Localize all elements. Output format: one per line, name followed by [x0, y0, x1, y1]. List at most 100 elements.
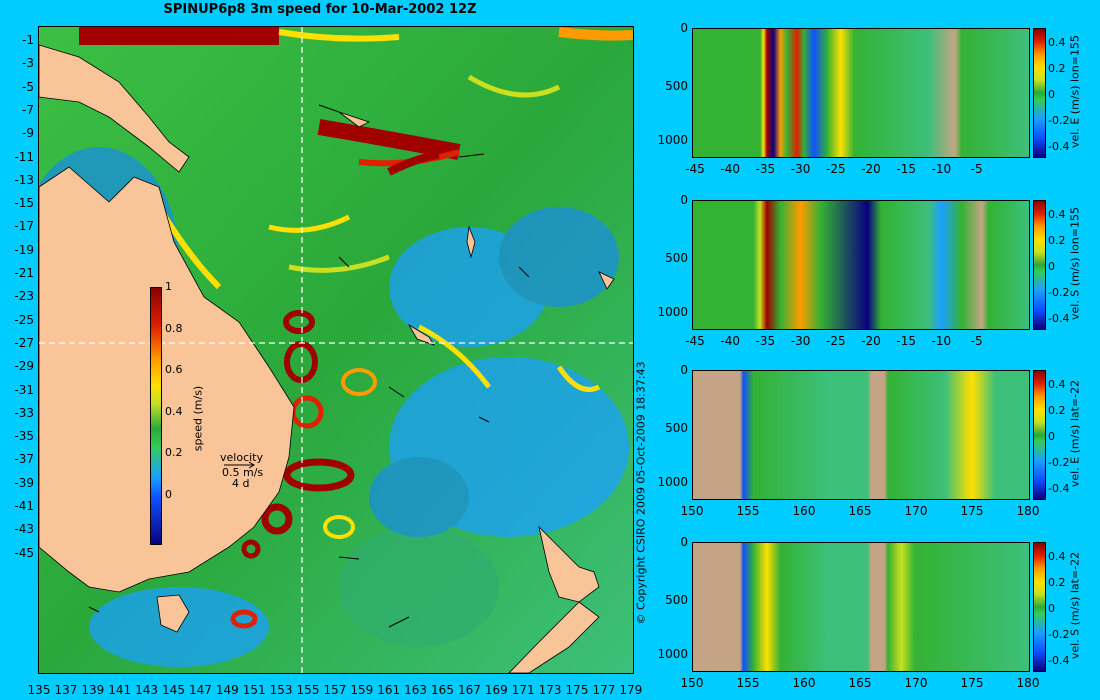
section-colorbar-tick: -0.4: [1048, 140, 1070, 153]
section-x-tick: 150: [680, 504, 704, 518]
speed-colorbar-tick: 0.2: [165, 446, 183, 459]
map-y-tick: -21: [14, 266, 34, 280]
speed-map: [38, 26, 634, 674]
map-y-tick: -7: [22, 102, 34, 117]
map-y-tick: -11: [14, 149, 34, 164]
map-x-tick: 173: [538, 683, 562, 697]
velocity-key-duration: 4 d: [232, 477, 250, 490]
section-colorbar-tick: -0.2: [1048, 114, 1070, 127]
section-x-tick: -15: [896, 162, 916, 176]
australia: [39, 166, 295, 593]
section-colorbar-tick: -0.2: [1048, 286, 1070, 299]
map-x-tick: 149: [215, 683, 239, 697]
section-colorbar-tick: 0.4: [1048, 208, 1066, 221]
map-y-tick: -45: [14, 545, 34, 560]
section-x-tick: 175: [960, 504, 984, 518]
section-x-tick: -5: [970, 334, 983, 348]
map-x-tick: 153: [269, 683, 293, 697]
section-x-tick: -30: [790, 334, 811, 348]
section-y-tick: 500: [665, 79, 688, 94]
velocity-vectors: [88, 104, 530, 628]
map-y-tick: -25: [14, 312, 34, 327]
section-y-tick: 500: [665, 251, 688, 266]
map-x-tick: 167: [457, 683, 481, 697]
section-colorbar-tick: -0.4: [1048, 654, 1070, 667]
map-y-tick: -41: [14, 499, 34, 513]
section-plot: [692, 28, 1030, 158]
vanuatu: [466, 225, 476, 259]
section-colorbar-tick: 0: [1048, 602, 1055, 615]
current-streaks: [79, 27, 633, 392]
section-y-tick: 500: [665, 593, 688, 608]
section-plot: [692, 370, 1030, 500]
map-y-tick: -9: [22, 126, 34, 141]
section-colorbar-tick: 0: [1048, 260, 1055, 273]
speed-colorbar-tick: 0.6: [165, 363, 183, 376]
new-zealand-north: [538, 525, 600, 603]
map-title: SPINUP6p8 3m speed for 10-Mar-2002 12Z: [163, 2, 477, 17]
section-x-tick: 155: [736, 676, 760, 690]
section-x-tick: 150: [680, 676, 704, 690]
map-y-tick: -27: [14, 335, 34, 350]
section-colorbar-tick: 0.2: [1048, 404, 1066, 417]
speed-map-canvas: [39, 27, 633, 673]
section-plot: [692, 542, 1030, 672]
map-x-tick: 179: [619, 683, 643, 697]
map-x-tick: 145: [162, 683, 185, 697]
section-colorbar-tick: 0: [1048, 88, 1055, 101]
section-x-tick: -40: [720, 334, 740, 348]
fiji: [598, 271, 615, 290]
section-x-tick: -45: [685, 162, 705, 176]
map-y-tick: -23: [14, 289, 34, 304]
new-zealand-south: [508, 601, 600, 673]
section-x-tick: -10: [931, 334, 952, 348]
section-colorbar-tick: -0.4: [1048, 482, 1070, 495]
section-y-tick: 1000: [657, 647, 688, 662]
section-colorbar: [1033, 542, 1046, 672]
copyright-notice: © Copyright CSIRO 2009 05-Oct-2009 18:37…: [634, 361, 648, 625]
section-colorbar-tick: 0.4: [1048, 378, 1066, 391]
section-colorbar: [1033, 200, 1046, 330]
section-label: vel. S (m/s) lat=-22: [1068, 551, 1082, 660]
map-y-tick: -39: [14, 475, 34, 490]
section-y-tick: 0: [680, 21, 688, 35]
section-colorbar-tick: 0.2: [1048, 576, 1066, 589]
section-colorbar-tick: 0: [1048, 430, 1055, 443]
section-y-tick: 0: [680, 363, 688, 377]
map-y-tick: -3: [22, 56, 34, 71]
section-x-tick: -45: [685, 334, 705, 348]
new-guinea: [39, 44, 190, 173]
section-x-tick: -25: [825, 334, 846, 348]
map-y-tick: -15: [14, 196, 34, 211]
map-y-tick: -5: [22, 79, 34, 94]
new-caledonia: [407, 323, 435, 346]
section-x-tick: -5: [970, 162, 983, 176]
section-x-tick: -20: [861, 334, 881, 348]
section-colorbar-tick: -0.4: [1048, 312, 1070, 325]
section-x-tick: 180: [1016, 676, 1040, 690]
map-x-tick: 141: [108, 683, 132, 697]
section-x-tick: -10: [931, 162, 952, 176]
map-x-tick: 135: [27, 683, 51, 697]
map-x-tick: 159: [350, 683, 374, 697]
section-x-tick: 170: [904, 676, 928, 690]
section-colorbar: [1033, 370, 1046, 500]
section-x-tick: -30: [790, 162, 811, 176]
solomon-islands: [338, 111, 371, 128]
speed-colorbar-tick: 0.4: [165, 404, 183, 418]
land: [39, 44, 615, 673]
map-y-tick: -29: [14, 359, 34, 374]
section-y-tick: 0: [680, 535, 688, 549]
section-colorbar-tick: 0.4: [1048, 36, 1066, 49]
section-plot: [692, 200, 1030, 330]
map-y-tick: -37: [14, 452, 34, 467]
map-x-tick: 137: [54, 683, 78, 697]
section-label: vel. E (m/s) lon=155: [1068, 35, 1082, 148]
map-y-tick: -19: [14, 242, 34, 257]
speed-colorbar: [150, 287, 162, 545]
section-colorbar-tick: -0.2: [1048, 628, 1070, 641]
section-y-tick: 1000: [657, 475, 688, 490]
velocity-key-scale: 0.5 m/s: [222, 466, 264, 479]
section-y-tick: 500: [665, 421, 688, 436]
velocity-key-arrow: [224, 461, 255, 469]
